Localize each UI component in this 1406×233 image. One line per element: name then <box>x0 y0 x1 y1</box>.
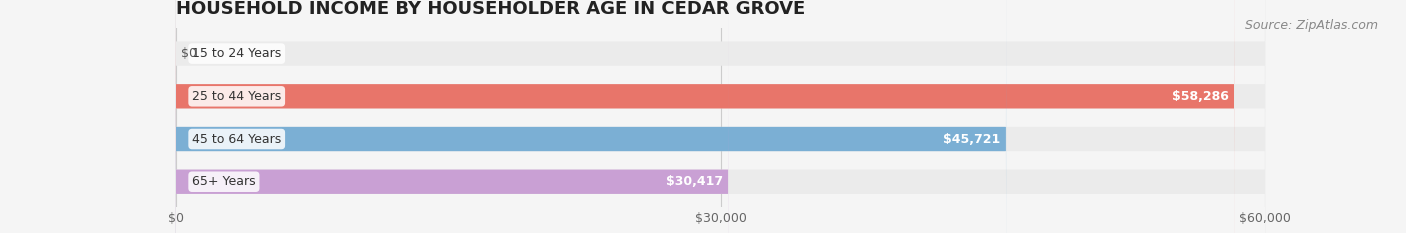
Text: $58,286: $58,286 <box>1173 90 1229 103</box>
FancyBboxPatch shape <box>176 0 1007 233</box>
FancyBboxPatch shape <box>176 0 728 233</box>
Text: $30,417: $30,417 <box>665 175 723 188</box>
Text: HOUSEHOLD INCOME BY HOUSEHOLDER AGE IN CEDAR GROVE: HOUSEHOLD INCOME BY HOUSEHOLDER AGE IN C… <box>176 0 806 18</box>
Text: $45,721: $45,721 <box>943 133 1001 146</box>
FancyBboxPatch shape <box>176 0 1265 233</box>
Text: 25 to 44 Years: 25 to 44 Years <box>193 90 281 103</box>
Text: 45 to 64 Years: 45 to 64 Years <box>193 133 281 146</box>
Text: Source: ZipAtlas.com: Source: ZipAtlas.com <box>1244 19 1378 32</box>
FancyBboxPatch shape <box>176 0 1265 233</box>
Text: 15 to 24 Years: 15 to 24 Years <box>193 47 281 60</box>
FancyBboxPatch shape <box>176 0 1265 233</box>
FancyBboxPatch shape <box>176 0 1265 233</box>
Text: $0: $0 <box>181 47 197 60</box>
FancyBboxPatch shape <box>176 0 1234 233</box>
Text: 65+ Years: 65+ Years <box>193 175 256 188</box>
